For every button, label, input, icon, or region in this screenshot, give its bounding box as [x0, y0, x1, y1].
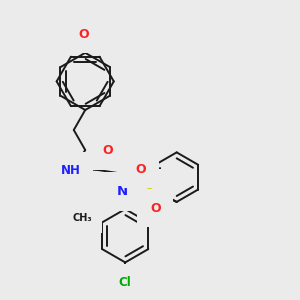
Text: NH: NH	[61, 164, 81, 176]
Text: N: N	[117, 185, 128, 198]
Text: O: O	[136, 163, 146, 176]
Text: O: O	[79, 28, 89, 41]
Text: Cl: Cl	[119, 276, 132, 289]
Text: S: S	[143, 182, 153, 195]
Text: CH₃: CH₃	[72, 213, 92, 223]
Text: O: O	[103, 144, 113, 158]
Text: O: O	[150, 202, 160, 215]
